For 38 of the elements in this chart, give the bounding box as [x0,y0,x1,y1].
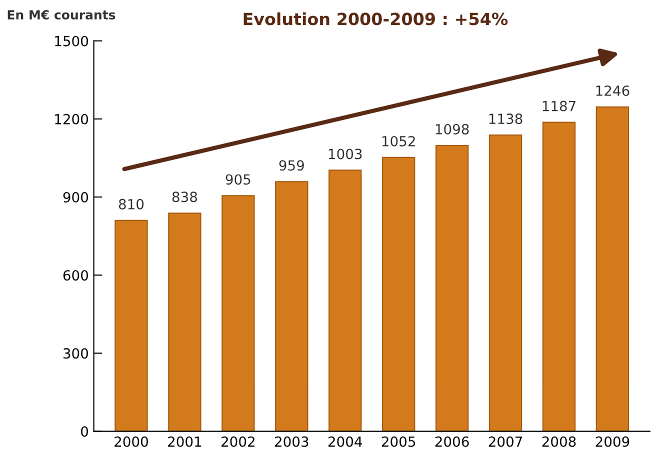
y-tick-label: 1200 [55,114,88,124]
data-label: 838 [172,192,198,202]
bar [488,134,522,432]
data-label: 905 [226,174,250,185]
x-tick-label: 2007 [488,436,522,447]
bar [596,106,630,432]
y-tick-label: 600 [63,270,88,281]
chart-title: Evolution 2000-2009 : +54% [244,12,508,26]
bar [114,220,148,432]
x-tick-label: 2004 [328,436,362,447]
data-label: 1003 [328,148,362,160]
y-axis-title: En M€ courants [8,10,116,20]
y-tick-label: 300 [63,348,88,359]
x-tick-label: 2003 [274,436,308,447]
data-label: 1187 [542,100,576,112]
data-label: 1138 [489,114,522,124]
data-label: 810 [118,198,144,210]
y-tick-label: 0 [81,426,88,437]
data-label: 1052 [382,136,415,146]
bar [222,195,255,432]
bar [542,122,576,432]
x-tick-label: 2005 [382,436,416,447]
bar [168,212,202,432]
y-tick-label: 900 [63,192,88,203]
x-tick-label: 2000 [114,436,148,447]
x-tick-label: 2002 [222,436,254,447]
bar [275,181,308,432]
bar [382,156,416,432]
x-tick-label: 2006 [435,436,469,447]
data-label: 1246 [596,85,630,96]
x-tick-label: 2009 [596,436,630,447]
y-tick-label: 1500 [55,36,88,46]
bar [328,170,362,432]
x-tick-label: 2001 [168,436,202,447]
bar [435,144,469,432]
x-tick-label: 2008 [542,436,576,447]
data-label: 959 [279,160,304,171]
data-label: 1098 [436,124,469,134]
